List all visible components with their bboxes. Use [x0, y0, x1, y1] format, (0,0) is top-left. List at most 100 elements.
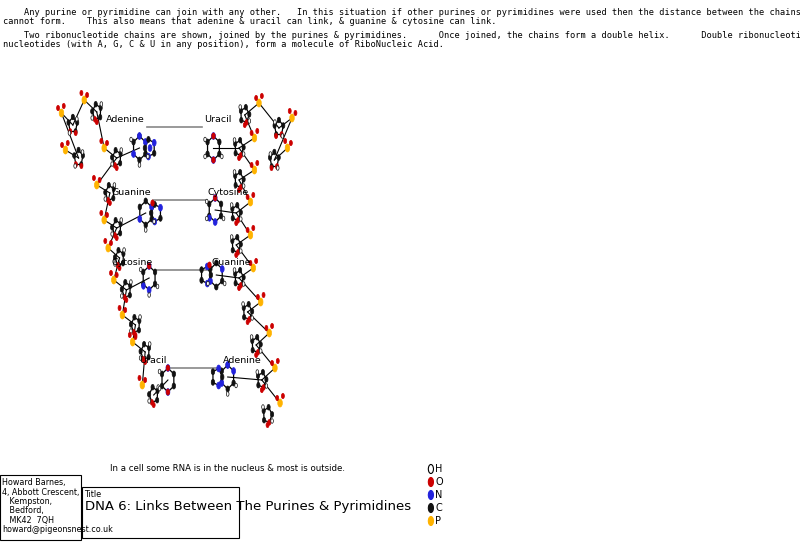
- Circle shape: [428, 464, 434, 473]
- Circle shape: [133, 314, 136, 320]
- Circle shape: [239, 185, 242, 190]
- Circle shape: [106, 212, 109, 218]
- Circle shape: [111, 276, 116, 284]
- Circle shape: [268, 420, 271, 425]
- Circle shape: [147, 287, 151, 293]
- Circle shape: [248, 119, 250, 123]
- Circle shape: [130, 280, 132, 285]
- Circle shape: [242, 151, 245, 156]
- Circle shape: [158, 215, 162, 222]
- Circle shape: [94, 102, 98, 107]
- Circle shape: [93, 175, 95, 181]
- Circle shape: [125, 298, 128, 302]
- Circle shape: [256, 370, 258, 374]
- Circle shape: [67, 119, 70, 125]
- Circle shape: [117, 248, 120, 253]
- Circle shape: [153, 150, 156, 156]
- Circle shape: [99, 105, 102, 111]
- Text: MK42  7QH: MK42 7QH: [2, 516, 54, 525]
- Circle shape: [270, 419, 274, 424]
- Circle shape: [130, 137, 132, 142]
- Circle shape: [66, 141, 70, 146]
- Circle shape: [152, 140, 156, 146]
- Circle shape: [115, 166, 118, 171]
- Circle shape: [122, 261, 125, 266]
- Text: Howard Barnes,: Howard Barnes,: [2, 478, 66, 487]
- Circle shape: [219, 213, 222, 219]
- Circle shape: [57, 105, 59, 111]
- Circle shape: [142, 342, 146, 347]
- Circle shape: [122, 248, 126, 252]
- Circle shape: [114, 255, 117, 260]
- Text: Guanine: Guanine: [111, 188, 151, 197]
- Circle shape: [100, 138, 103, 143]
- Circle shape: [251, 315, 254, 320]
- Circle shape: [282, 123, 285, 128]
- Circle shape: [80, 162, 83, 167]
- Circle shape: [138, 132, 142, 140]
- Circle shape: [94, 117, 97, 122]
- Circle shape: [118, 160, 122, 166]
- Circle shape: [122, 251, 125, 257]
- Circle shape: [138, 157, 141, 163]
- Circle shape: [234, 220, 238, 225]
- Circle shape: [120, 218, 122, 222]
- Circle shape: [144, 359, 146, 364]
- Circle shape: [234, 271, 237, 276]
- Circle shape: [239, 108, 242, 113]
- Circle shape: [238, 169, 242, 175]
- Circle shape: [142, 281, 145, 287]
- Circle shape: [262, 384, 265, 390]
- Circle shape: [238, 267, 242, 273]
- Circle shape: [250, 338, 254, 344]
- Circle shape: [254, 258, 258, 263]
- Circle shape: [132, 150, 135, 157]
- Circle shape: [256, 334, 259, 340]
- Circle shape: [118, 305, 121, 311]
- Circle shape: [242, 184, 245, 188]
- Circle shape: [148, 144, 152, 151]
- Circle shape: [275, 163, 278, 169]
- Circle shape: [158, 369, 161, 374]
- Circle shape: [207, 201, 211, 207]
- Circle shape: [270, 166, 273, 171]
- Circle shape: [118, 230, 122, 236]
- Circle shape: [69, 129, 72, 134]
- Circle shape: [273, 364, 278, 372]
- Circle shape: [230, 238, 234, 244]
- Circle shape: [238, 155, 241, 161]
- Circle shape: [274, 119, 276, 124]
- Text: Title: Title: [84, 490, 101, 499]
- Circle shape: [256, 350, 259, 355]
- Circle shape: [160, 371, 164, 377]
- Circle shape: [276, 395, 278, 401]
- Circle shape: [274, 131, 278, 137]
- Circle shape: [239, 105, 242, 109]
- Circle shape: [104, 197, 106, 201]
- Circle shape: [217, 382, 221, 389]
- Circle shape: [166, 365, 170, 371]
- Circle shape: [270, 163, 274, 169]
- Circle shape: [256, 373, 259, 378]
- Circle shape: [172, 371, 175, 377]
- Circle shape: [113, 182, 116, 187]
- Circle shape: [276, 358, 279, 364]
- Circle shape: [110, 155, 114, 160]
- Circle shape: [280, 131, 283, 137]
- Circle shape: [144, 377, 146, 383]
- Circle shape: [219, 201, 222, 207]
- Circle shape: [262, 418, 266, 423]
- Circle shape: [129, 283, 132, 289]
- Text: H: H: [435, 464, 443, 474]
- Circle shape: [100, 210, 103, 216]
- Circle shape: [146, 153, 150, 160]
- Circle shape: [132, 139, 135, 145]
- Circle shape: [234, 150, 238, 156]
- Circle shape: [143, 138, 147, 146]
- Circle shape: [143, 145, 146, 151]
- Circle shape: [290, 141, 292, 146]
- Circle shape: [254, 352, 258, 358]
- Circle shape: [257, 382, 260, 388]
- Circle shape: [146, 136, 150, 142]
- Circle shape: [223, 281, 226, 286]
